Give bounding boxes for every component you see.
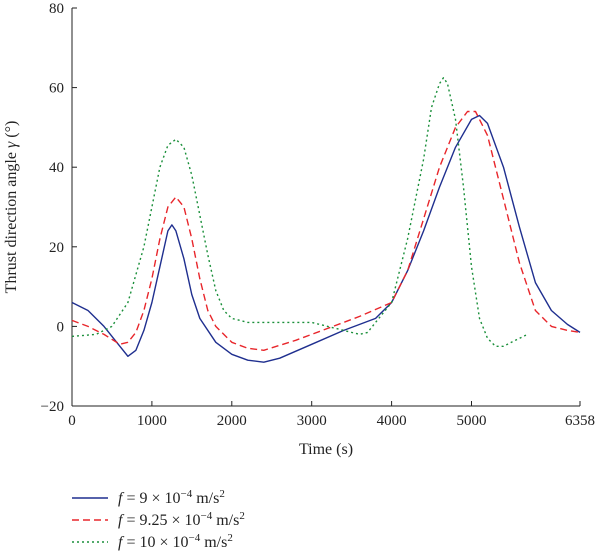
x-tick-label: 4000: [377, 413, 407, 429]
x-axis-title: Time (s): [299, 441, 353, 458]
series-layer: [71, 77, 581, 363]
legend-label-2: f = 9.25 × 10−4 m/s2: [118, 510, 245, 529]
series-line-1: [71, 114, 581, 363]
legend: f = 9 × 10−4 m/s2 f = 9.25 × 10−4 m/s2 f =…: [72, 488, 245, 551]
y-axis-title: Thrust direction angle γ (°): [3, 121, 20, 294]
legend-label-1: f = 9 × 10−4 m/s2: [118, 488, 225, 507]
y-tick-label: 80: [49, 1, 64, 17]
series-line-2: [71, 110, 581, 351]
x-axis-ticks: 0 1000 2000 3000 4000 5000 6358: [68, 401, 595, 429]
y-axis-title-unit: (°): [3, 121, 20, 142]
y-tick-label: 0: [57, 319, 65, 335]
plot-area: [71, 8, 580, 407]
x-tick-label: 2000: [217, 413, 247, 429]
y-tick-label: 40: [49, 160, 64, 176]
y-tick-label: 20: [49, 240, 64, 256]
y-tick-label: 60: [49, 81, 64, 97]
x-tick-label: 3000: [297, 413, 327, 429]
y-axis-ticks: −20 0 20 40 60 80: [41, 1, 77, 415]
x-tick-label: 6358: [565, 413, 595, 429]
y-axis-title-symbol: γ: [3, 141, 20, 148]
legend-label-3: f = 10 × 10−4 m/s2: [118, 532, 233, 551]
y-tick-label: −20: [41, 399, 64, 415]
x-tick-label: 1000: [137, 413, 167, 429]
x-tick-label: 5000: [456, 413, 486, 429]
y-axis-title-text: Thrust direction angle: [3, 148, 20, 293]
series-line-3: [71, 77, 528, 347]
x-tick-label: 0: [68, 413, 76, 429]
